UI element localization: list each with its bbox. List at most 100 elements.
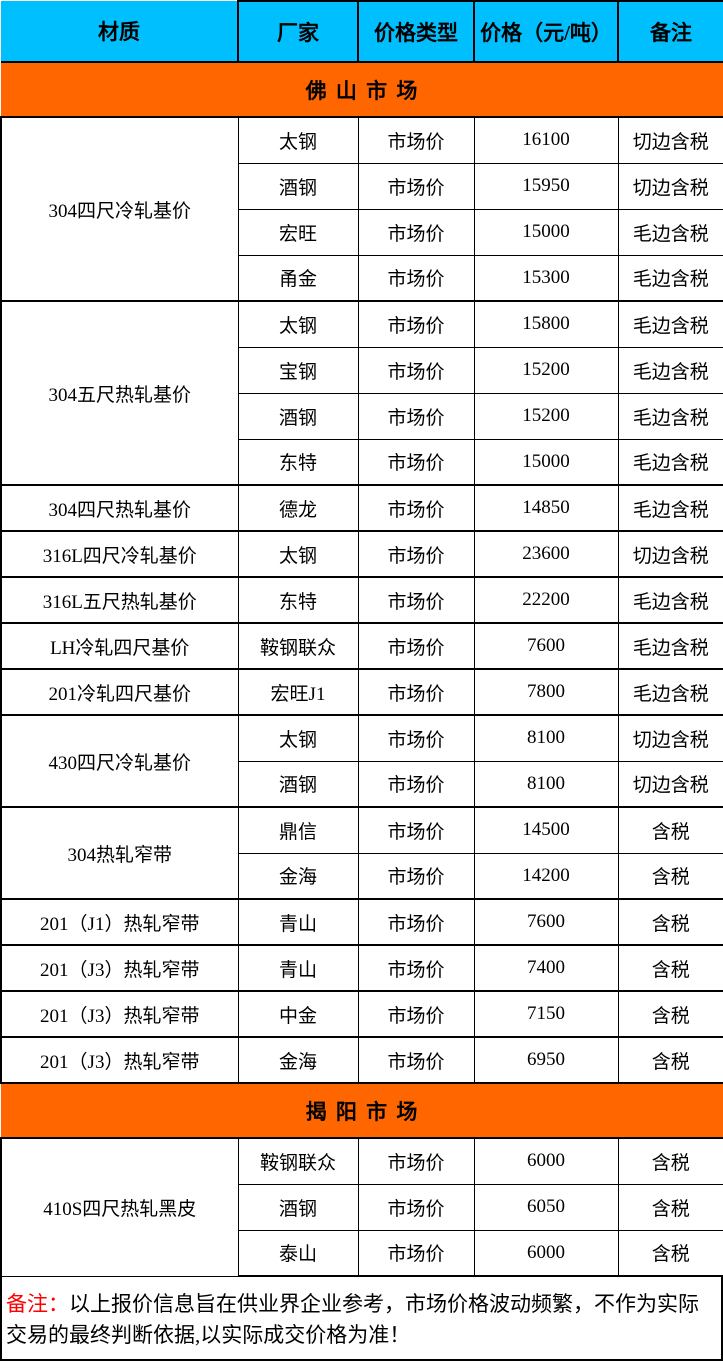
table-row: 430四尺冷轧基价 太钢 市场价 8100 切边含税 — [0, 714, 723, 808]
note-cell: 毛边含税 — [617, 576, 723, 624]
column-header-price-type: 价格类型 — [357, 0, 475, 63]
factory-cell: 金海 — [237, 852, 359, 900]
note-cell: 毛边含税 — [617, 254, 723, 302]
price-type-cell: 市场价 — [357, 346, 475, 394]
price-cell: 7600 — [473, 898, 619, 946]
factory-cell: 酒钢 — [237, 1183, 359, 1231]
price-type-cell: 市场价 — [357, 300, 475, 348]
material-cell: 316L四尺冷轧基价 — [0, 530, 239, 578]
material-cell: 410S四尺热轧黑皮 — [0, 1137, 239, 1277]
table-row: 201（J3）热轧窄带 中金 市场价 7150 含税 — [0, 990, 723, 1038]
table-row: 酒钢 市场价 15200 毛边含税 — [1, 392, 723, 440]
note-cell: 含税 — [617, 898, 723, 946]
material-cell: 304四尺冷轧基价 — [0, 116, 239, 302]
price-cell: 14850 — [473, 484, 619, 532]
note-cell: 毛边含税 — [617, 438, 723, 486]
price-type-cell: 市场价 — [357, 484, 475, 532]
price-type-cell: 市场价 — [357, 1183, 475, 1231]
factory-cell: 太钢 — [237, 300, 359, 348]
note-cell: 含税 — [617, 1137, 723, 1185]
price-cell: 6050 — [473, 1183, 619, 1231]
price-cell: 15200 — [473, 392, 619, 440]
price-type-cell: 市场价 — [357, 576, 475, 624]
column-header-note: 备注 — [617, 0, 723, 63]
header-row: 材质 厂家 价格类型 价格（元/吨） 备注 — [1, 0, 723, 63]
factory-cell: 宏旺 — [237, 208, 359, 256]
note-cell: 毛边含税 — [617, 392, 723, 440]
column-header-factory: 厂家 — [237, 0, 359, 63]
material-cell: 201冷轧四尺基价 — [0, 668, 239, 716]
price-type-cell: 市场价 — [357, 668, 475, 716]
footer-note-text: 以上报价信息旨在供业界企业参考，市场价格波动频繁，不作为实际交易的最终判断依据,… — [6, 1292, 699, 1347]
price-type-cell: 市场价 — [357, 944, 475, 992]
factory-cell: 东特 — [237, 576, 359, 624]
table-row: 甬金 市场价 15300 毛边含税 — [1, 254, 723, 302]
material-cell: LH冷轧四尺基价 — [0, 622, 239, 670]
price-cell: 15000 — [473, 208, 619, 256]
factory-cell: 德龙 — [237, 484, 359, 532]
table-row: 316L五尺热轧基价 东特 市场价 22200 毛边含税 — [0, 576, 723, 624]
market-band-title: 揭 阳 市 场 — [1, 1082, 723, 1139]
table-row: 201（J3）热轧窄带 金海 市场价 6950 含税 — [0, 1036, 723, 1084]
note-cell: 含税 — [617, 852, 723, 900]
table-row: 316L四尺冷轧基价 太钢 市场价 23600 切边含税 — [0, 530, 723, 578]
table-row: 304五尺热轧基价 太钢 市场价 15800 毛边含税 — [0, 300, 723, 486]
material-cell: 201（J1）热轧窄带 — [0, 898, 239, 946]
factory-cell: 鼎信 — [237, 806, 359, 854]
table-row: 304热轧窄带 鼎信 市场价 14500 含税 — [0, 806, 723, 900]
note-cell: 毛边含税 — [617, 484, 723, 532]
price-cell: 6950 — [473, 1036, 619, 1084]
note-cell: 毛边含税 — [617, 622, 723, 670]
factory-cell: 酒钢 — [237, 162, 359, 210]
note-cell: 含税 — [617, 990, 723, 1038]
column-header-material: 材质 — [1, 1, 239, 63]
price-cell: 8100 — [473, 760, 619, 808]
note-cell: 切边含税 — [617, 760, 723, 808]
note-cell: 切边含税 — [617, 714, 723, 762]
price-type-cell: 市场价 — [357, 760, 475, 808]
price-cell: 14200 — [473, 852, 619, 900]
price-cell: 15300 — [473, 254, 619, 302]
market-band-row: 揭 阳 市 场 — [1, 1082, 723, 1139]
price-type-cell: 市场价 — [357, 852, 475, 900]
factory-cell: 青山 — [237, 944, 359, 992]
factory-cell: 酒钢 — [237, 392, 359, 440]
table-row: 201（J1）热轧窄带 青山 市场价 7600 含税 — [0, 898, 723, 946]
price-type-cell: 市场价 — [357, 392, 475, 440]
price-cell: 14500 — [473, 806, 619, 854]
factory-cell: 鞍钢联众 — [237, 1137, 359, 1185]
price-cell: 15800 — [473, 300, 619, 348]
material-cell: 201（J3）热轧窄带 — [0, 990, 239, 1038]
material-cell: 304五尺热轧基价 — [0, 300, 239, 486]
price-type-cell: 市场价 — [357, 254, 475, 302]
factory-cell: 泰山 — [237, 1229, 359, 1277]
price-type-cell: 市场价 — [357, 530, 475, 578]
price-type-cell: 市场价 — [357, 898, 475, 946]
table-row: 酒钢 市场价 6050 含税 — [1, 1183, 723, 1231]
table-row: 东特 市场价 15000 毛边含税 — [1, 438, 723, 486]
price-cell: 7150 — [473, 990, 619, 1038]
price-type-cell: 市场价 — [357, 162, 475, 210]
factory-cell: 青山 — [237, 898, 359, 946]
material-cell: 316L五尺热轧基价 — [0, 576, 239, 624]
material-cell: 304四尺热轧基价 — [0, 484, 239, 532]
price-type-cell: 市场价 — [357, 438, 475, 486]
material-cell: 304热轧窄带 — [0, 806, 239, 900]
price-cell: 6000 — [473, 1229, 619, 1277]
table-row: LH冷轧四尺基价 鞍钢联众 市场价 7600 毛边含税 — [0, 622, 723, 670]
factory-cell: 宏旺J1 — [237, 668, 359, 716]
price-type-cell: 市场价 — [357, 1137, 475, 1185]
table-row: 410S四尺热轧黑皮 鞍钢联众 市场价 6000 含税 — [0, 1137, 723, 1277]
column-header-price: 价格（元/吨） — [473, 0, 619, 63]
note-cell: 毛边含税 — [617, 668, 723, 716]
factory-cell: 太钢 — [237, 714, 359, 762]
price-type-cell: 市场价 — [357, 990, 475, 1038]
factory-cell: 东特 — [237, 438, 359, 486]
price-cell: 15950 — [473, 162, 619, 210]
price-cell: 6000 — [473, 1137, 619, 1185]
factory-cell: 太钢 — [237, 530, 359, 578]
table-row: 304四尺冷轧基价 太钢 市场价 16100 切边含税 — [0, 116, 723, 302]
footer-note-label: 备注： — [6, 1292, 69, 1316]
note-cell: 含税 — [617, 806, 723, 854]
note-cell: 含税 — [617, 944, 723, 992]
